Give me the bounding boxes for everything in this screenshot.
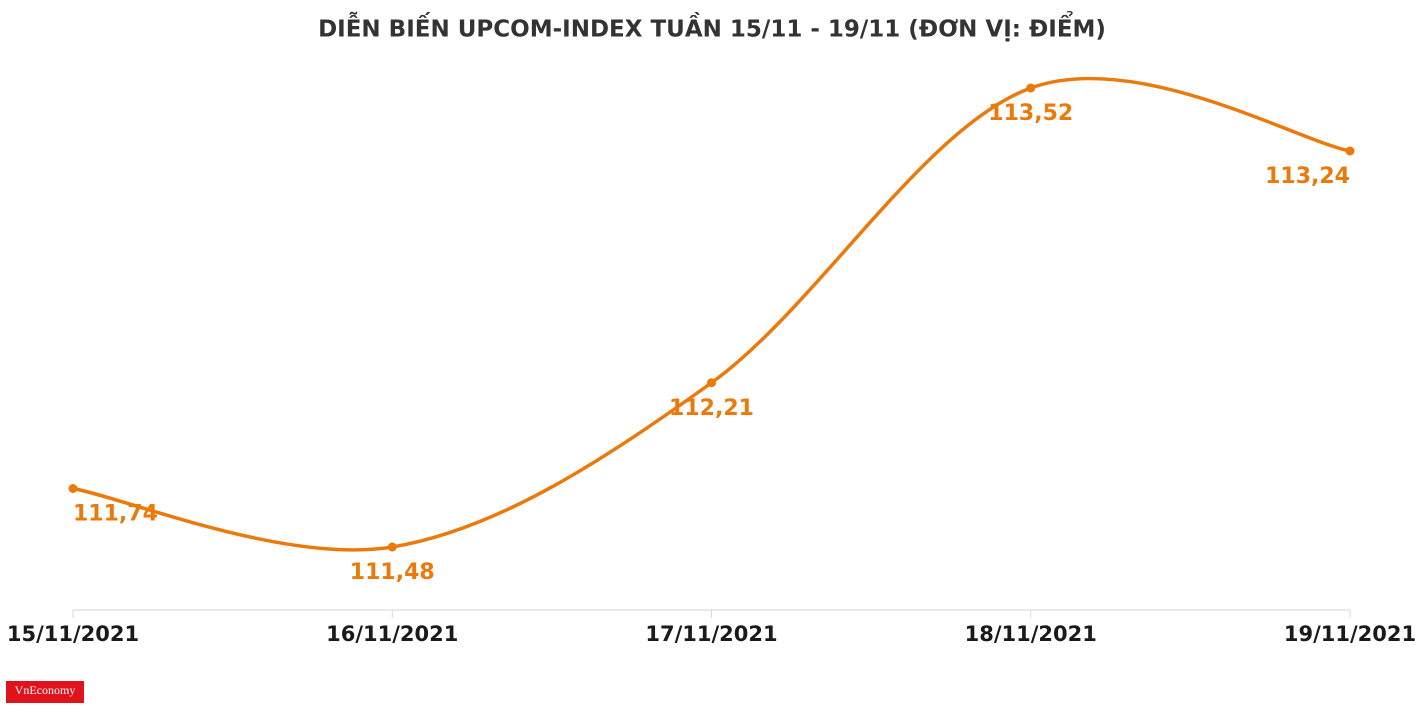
- point: [387, 542, 397, 552]
- x-tick-label: 19/11/2021: [1284, 622, 1416, 646]
- logo-box: [6, 681, 84, 703]
- value-label: 111,48: [350, 560, 435, 585]
- value-label: 112,21: [669, 396, 754, 421]
- x-tick-label: 16/11/2021: [326, 622, 458, 646]
- value-label: 111,74: [73, 502, 158, 527]
- logo: VnEconomy: [15, 683, 76, 697]
- point: [68, 484, 78, 493]
- x-tick-label: 17/11/2021: [645, 622, 777, 646]
- chart-title: DIỄN BIẾN UPCOM-INDEX TUẦN 15/11 - 19/11…: [318, 12, 1106, 43]
- x-tick-label: 15/11/2021: [7, 622, 139, 646]
- point: [1026, 83, 1036, 93]
- value-label: 113,24: [1265, 164, 1350, 189]
- x-tick-label: 18/11/2021: [965, 622, 1097, 646]
- point: [1345, 146, 1355, 156]
- point: [707, 378, 716, 388]
- value-label: 113,52: [988, 101, 1073, 126]
- line: [72, 76, 1351, 552]
